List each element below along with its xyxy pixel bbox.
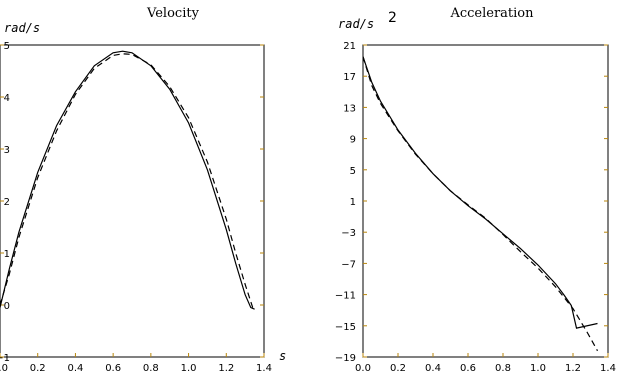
velocity-ytick-label: 4 — [4, 93, 10, 104]
velocity-xtick-label: 0.8 — [143, 363, 159, 374]
velocity-ytick-label: 5 — [4, 41, 10, 52]
acceleration-xtick-label: 0.6 — [460, 363, 476, 374]
acceleration-ytick-label: 13 — [343, 103, 356, 114]
velocity-series-solid-line — [0, 50, 255, 310]
velocity-ytick-label: 1 — [4, 249, 10, 260]
velocity-ytick-label: 2 — [4, 197, 10, 208]
acceleration-xtick-label: 0.0 — [355, 363, 371, 374]
velocity-xtick-label: 1.0 — [181, 363, 197, 374]
acceleration-xtick-label: 0.2 — [390, 363, 406, 374]
velocity-xtick-label: 0.2 — [30, 363, 46, 374]
acceleration-ytick-label: −3 — [341, 228, 356, 239]
velocity-xtick-label: 0.0 — [0, 363, 8, 374]
acceleration-axes: 0.0 0.2 0.4 0.6 0.8 1.0 1.2 1.4 21 17 13 9 5 1 −3 −7 −11… — [335, 41, 616, 374]
acceleration-plot-frame — [362, 44, 609, 358]
acceleration-ytick-label: 1 — [350, 197, 356, 208]
acceleration-ytick-label: 17 — [343, 72, 356, 83]
acceleration-series — [362, 56, 599, 352]
acceleration-ytick-label: 21 — [343, 41, 356, 52]
acceleration-series-dashed-line — [362, 56, 599, 352]
velocity-xtick-label: 0.4 — [67, 363, 83, 374]
acceleration-chart: Acceleration rad/s 2 0.0 0.2 0.4 0.6 0.8 1.0 1… — [335, 6, 616, 374]
acceleration-xtick-label: 1.0 — [530, 363, 546, 374]
velocity-xtick-label: 1.2 — [218, 363, 234, 374]
acceleration-ytick-label: 9 — [350, 135, 356, 146]
velocity-chart: Velocity rad/s 0.0 0.2 0.4 0.6 0.8 1.0 1.2 1.4 5… — [0, 6, 286, 374]
acceleration-xtick-label: 1.4 — [600, 363, 616, 374]
acceleration-ytick-label: −15 — [335, 322, 356, 333]
acceleration-series-solid-line — [362, 56, 598, 329]
velocity-series — [0, 50, 255, 310]
acceleration-ylabel-exponent: 2 — [388, 10, 397, 26]
velocity-plot-frame — [0, 44, 265, 358]
acceleration-title: Acceleration — [449, 6, 534, 21]
velocity-axes: 0.0 0.2 0.4 0.6 0.8 1.0 1.2 1.4 5 4 3 2 1 0 −1 — [0, 41, 272, 374]
velocity-ylabel: rad/s — [4, 21, 40, 35]
acceleration-ytick-label: 5 — [350, 166, 356, 177]
velocity-series-dashed-line — [0, 53, 254, 308]
acceleration-ytick-label: −19 — [335, 353, 356, 364]
acceleration-xtick-label: 0.8 — [495, 363, 511, 374]
velocity-ytick-label: −1 — [0, 353, 10, 364]
velocity-xtick-label: 0.6 — [105, 363, 121, 374]
velocity-xlabel: s — [279, 349, 286, 363]
acceleration-ylabel: rad/s — [338, 17, 374, 31]
acceleration-ytick-label: −11 — [335, 291, 356, 302]
acceleration-xtick-label: 1.2 — [565, 363, 581, 374]
velocity-ytick-label: 3 — [4, 145, 10, 156]
acceleration-xtick-label: 0.4 — [425, 363, 441, 374]
acceleration-ytick-label: −7 — [341, 259, 356, 270]
velocity-title: Velocity — [146, 6, 200, 21]
velocity-ytick-label: 0 — [4, 301, 10, 312]
velocity-xtick-label: 1.4 — [256, 363, 272, 374]
